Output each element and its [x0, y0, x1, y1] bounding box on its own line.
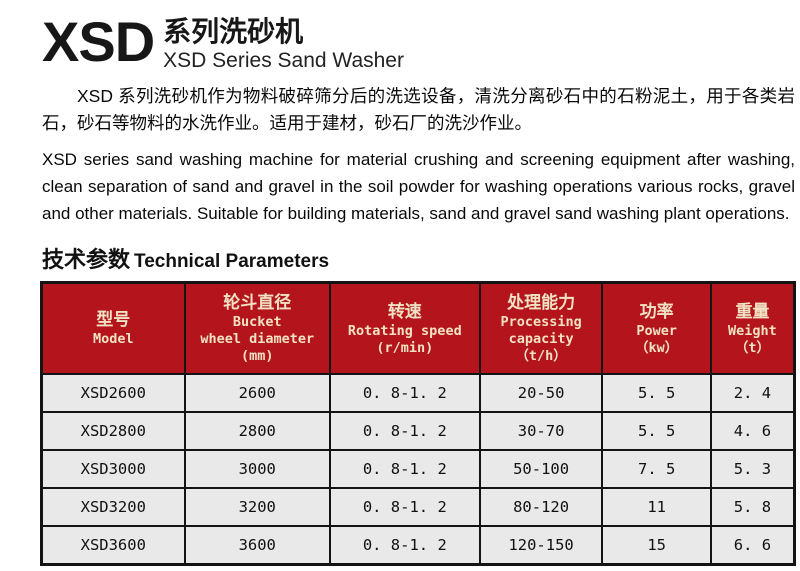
- intro-paragraph-chinese: XSD 系列洗砂机作为物料破碎筛分后的洗选设备，清洗分离砂石中的石粉泥土，用于各…: [42, 86, 795, 133]
- cell-processing-capacity: 80-120: [478, 487, 604, 527]
- section-heading-chinese: 技术参数: [42, 247, 131, 272]
- table-row: XSD2600 2600 0. 8-1. 2 20-50 5. 5 2. 4: [40, 373, 796, 413]
- column-header-label-en: Processing: [500, 314, 582, 330]
- table-row: XSD3600 3600 0. 8-1. 2 120-150 15 6. 6: [40, 525, 796, 566]
- cell-processing-capacity: 30-70: [478, 411, 604, 451]
- column-header-weight: 重量 Weight （t）: [709, 281, 796, 375]
- title-group: 系列洗砂机 XSD Series Sand Washer: [163, 16, 404, 73]
- cell-power: 5. 5: [601, 411, 712, 451]
- cell-power: 5. 5: [601, 373, 712, 413]
- column-header-label-cn: 转速: [387, 301, 422, 322]
- column-header-unit: （kw）: [635, 339, 679, 356]
- section-heading: 技术参数 Technical Parameters: [42, 242, 800, 274]
- cell-bucket-wheel-diameter: 3200: [183, 487, 331, 527]
- page-header: XSD 系列洗砂机 XSD Series Sand Washer: [42, 13, 795, 73]
- cell-bucket-wheel-diameter: 2800: [183, 411, 331, 451]
- table-row: XSD3000 3000 0. 8-1. 2 50-100 7. 5 5. 3: [40, 449, 796, 489]
- column-header-unit: (r/min): [376, 339, 434, 356]
- column-header-processing-capacity: 处理能力 Processing capacity （t/h）: [478, 281, 604, 375]
- cell-model: XSD3200: [40, 487, 186, 527]
- cell-rotating-speed: 0. 8-1. 2: [328, 487, 481, 527]
- table-row: XSD2800 2800 0. 8-1. 2 30-70 5. 5 4. 6: [40, 411, 796, 451]
- column-header-label-cn: 重量: [735, 301, 770, 322]
- intro-paragraph-english: XSD series sand washing machine for mate…: [42, 150, 795, 223]
- brand-title: XSD: [42, 10, 155, 73]
- cell-processing-capacity: 50-100: [478, 449, 604, 489]
- cell-power: 15: [601, 525, 712, 566]
- column-header-label-en: capacity: [508, 331, 574, 347]
- column-header-label-en: Bucket: [232, 314, 282, 330]
- cell-processing-capacity: 20-50: [478, 373, 604, 413]
- page: XSD 系列洗砂机 XSD Series Sand Washer XSD 系列洗…: [0, 13, 800, 571]
- column-header-unit: （t/h）: [515, 348, 567, 364]
- cell-bucket-wheel-diameter: 3000: [183, 449, 331, 489]
- column-header-unit: （t）: [734, 339, 771, 356]
- column-header-label-cn: 功率: [639, 301, 674, 322]
- column-header-label-cn: 轮斗直径: [223, 293, 292, 313]
- cell-model: XSD2800: [40, 411, 186, 451]
- column-header-bucket-wheel-diameter: 轮斗直径 Bucket wheel diameter (mm): [183, 281, 331, 375]
- cell-bucket-wheel-diameter: 2600: [183, 373, 331, 413]
- column-header-model: 型号 Model: [40, 281, 186, 375]
- technical-parameters-table: 型号 Model 轮斗直径 Bucket wheel diameter (mm)…: [40, 281, 796, 566]
- column-header-label-en: wheel diameter: [200, 331, 315, 347]
- column-header-label-en: Rotating speed: [347, 322, 462, 339]
- cell-weight: 2. 4: [709, 373, 796, 413]
- cell-weight: 5. 8: [709, 487, 796, 527]
- column-header-label-en: Model: [92, 331, 134, 347]
- cell-weight: 6. 6: [709, 525, 796, 566]
- cell-model: XSD2600: [40, 373, 186, 413]
- column-header-label-en: Weight: [728, 322, 777, 339]
- cell-weight: 5. 3: [709, 449, 796, 489]
- column-header-label-cn: 型号: [96, 310, 131, 330]
- cell-processing-capacity: 120-150: [478, 525, 604, 566]
- section-heading-english: Technical Parameters: [134, 251, 330, 272]
- cell-rotating-speed: 0. 8-1. 2: [328, 525, 481, 566]
- table-row: XSD3200 3200 0. 8-1. 2 80-120 11 5. 8: [40, 487, 796, 527]
- cell-rotating-speed: 0. 8-1. 2: [328, 373, 481, 413]
- column-header-label-en: Power: [636, 322, 677, 339]
- page-title-chinese: 系列洗砂机: [163, 16, 304, 47]
- column-header-rotating-speed: 转速 Rotating speed (r/min): [328, 281, 481, 375]
- cell-bucket-wheel-diameter: 3600: [183, 525, 331, 566]
- cell-power: 7. 5: [601, 449, 712, 489]
- column-header-label-cn: 处理能力: [507, 293, 576, 313]
- cell-rotating-speed: 0. 8-1. 2: [328, 411, 481, 451]
- cell-power: 11: [601, 487, 712, 527]
- column-header-power: 功率 Power （kw）: [601, 281, 712, 375]
- table-header-row: 型号 Model 轮斗直径 Bucket wheel diameter (mm)…: [40, 281, 796, 375]
- cell-model: XSD3600: [40, 525, 186, 566]
- page-title-english: XSD Series Sand Washer: [163, 49, 404, 72]
- cell-model: XSD3000: [40, 449, 186, 489]
- cell-rotating-speed: 0. 8-1. 2: [328, 449, 481, 489]
- column-header-unit: (mm): [240, 348, 274, 364]
- cell-weight: 4. 6: [709, 411, 796, 451]
